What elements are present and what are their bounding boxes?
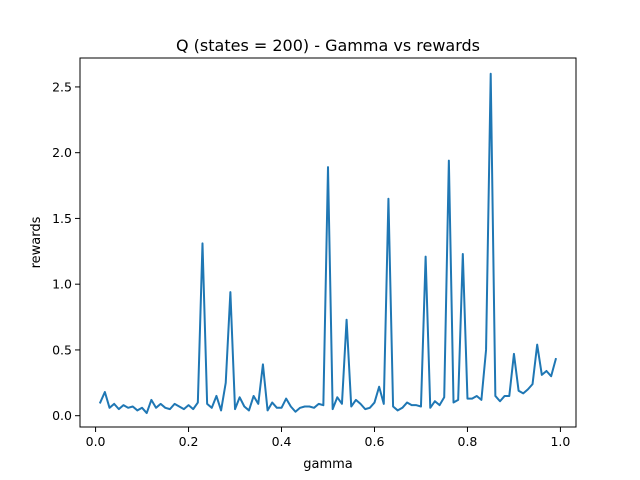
x-axis-label: gamma [303,457,353,472]
y-tick-label: 2.5 [52,79,72,94]
x-tick-label: 1.0 [550,434,570,449]
y-tick-label: 0.5 [52,342,72,357]
x-tick-label: 0.2 [179,434,199,449]
plot-area [98,72,558,415]
x-tick-label: 0.4 [272,434,292,449]
y-axis-label: rewards [29,216,44,268]
y-tick-label: 0.0 [52,408,72,423]
chart-title: Q (states = 200) - Gamma vs rewards [176,36,480,55]
y-tick-label: 1.0 [52,277,72,292]
axes-frame [79,57,577,428]
y-tick-label: 1.5 [52,211,72,226]
x-tick-label: 0.0 [86,434,106,449]
y-axis: 0.0 0.5 1.0 1.5 2.0 2.5 [52,79,80,423]
rewards-series-line [98,72,558,415]
x-axis: 0.0 0.2 0.4 0.6 0.8 1.0 [86,427,570,449]
y-tick-label: 2.0 [52,145,72,160]
x-tick-label: 0.8 [458,434,478,449]
x-tick-label: 0.6 [365,434,385,449]
